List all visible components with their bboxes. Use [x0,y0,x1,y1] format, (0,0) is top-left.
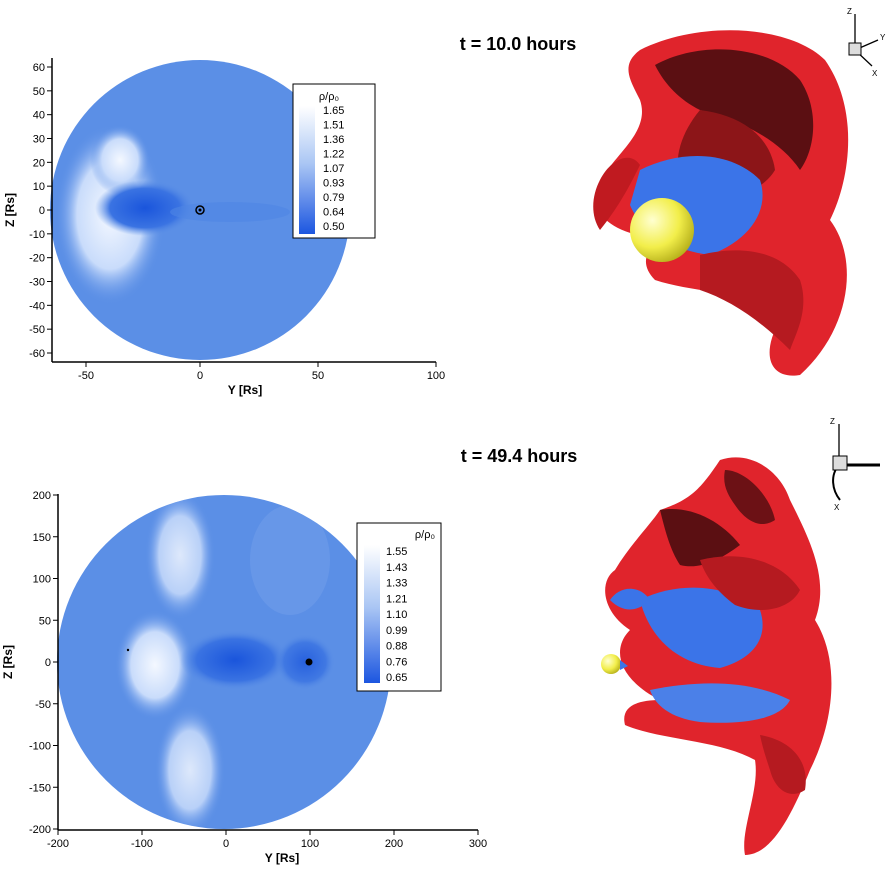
y-axis-label: Z [Rs] [3,193,17,227]
svg-text:Z: Z [830,417,835,426]
x-tick-label: 0 [197,370,203,382]
x-tick-label: 100 [427,370,445,382]
colorbar [299,106,315,234]
density-plot-bottom: 200 150 100 50 0 -50 -100 -150 -200 -200 -100 0 100… [1,490,487,865]
y-tick-label: -30 [29,277,45,289]
sun-sphere [601,654,621,674]
isosurface-render-bottom [601,457,832,855]
legend-level-label: 0.64 [323,207,344,219]
y-tick-label: 0 [45,657,51,669]
y-tick-label: 60 [33,62,45,74]
sun-marker [195,205,205,215]
y-tick-label: 10 [33,181,45,193]
time-label-bottom: t = 49.4 hours [461,446,578,466]
isosurface-render-top [593,30,849,376]
colorbar [364,545,380,683]
y-tick-label: -150 [29,782,51,794]
sun-marker [305,658,313,666]
low-density-region [180,630,290,690]
legend-level-label: 1.10 [386,609,407,621]
legend-level-label: 1.43 [386,562,407,574]
y-tick-label: -200 [29,824,51,836]
x-tick-label: 50 [312,370,324,382]
x-tick-label: 100 [301,838,319,850]
svg-text:Y: Y [880,33,886,42]
high-density-region [115,610,195,720]
svg-text:X: X [872,69,878,78]
y-tick-label: 40 [33,110,45,122]
legend-level-label: 0.93 [323,178,344,190]
legend-level-label: 0.76 [386,656,407,668]
legend-level-label: 1.55 [386,546,407,558]
legend-level-label: 0.88 [386,641,407,653]
time-label-top: t = 10.0 hours [460,34,577,54]
y-tick-label: -60 [29,348,45,360]
x-tick-label: -200 [47,838,69,850]
legend-level-label: 1.33 [386,578,407,590]
y-tick-label: 50 [39,615,51,627]
y-tick-label: -40 [29,300,45,312]
x-ticks: -200 -100 0 100 200 300 [47,830,487,850]
legend-level-label: 1.36 [323,134,344,146]
legend-level-label: 0.79 [323,192,344,204]
legend-level-label: 1.21 [386,593,407,605]
y-tick-label: 0 [39,205,45,217]
y-tick-label: 100 [33,574,51,586]
y-tick-label: 200 [33,490,51,502]
axis-triad-bottom: Z X [830,417,880,512]
sun-sphere [630,198,694,262]
blue-isosurface [640,587,763,668]
legend-level-label: 1.51 [323,120,344,132]
y-tick-label: -100 [29,741,51,753]
legend-level-label: 0.65 [386,672,407,684]
x-tick-label: 200 [385,838,403,850]
y-tick-label: -10 [29,229,45,241]
x-axis-label: Y [Rs] [228,383,262,397]
y-ticks: 60 50 40 30 20 10 0 -10 -20 -30 -40 -50 -60 [29,62,52,360]
y-tick-label: 150 [33,532,51,544]
svg-text:X: X [834,503,840,512]
legend-level-label: 0.50 [323,221,344,233]
x-tick-label: -50 [78,370,94,382]
y-axis-label: Z [Rs] [1,645,15,679]
y-tick-label: 30 [33,134,45,146]
legend-level-label: 1.65 [323,105,344,117]
legend-level-label: 1.22 [323,149,344,161]
legend-title: ρ/ρ₀ [415,529,435,541]
legend-title: ρ/ρ₀ [319,91,339,103]
colorbar-legend: ρ/ρ₀ 1.55 1.43 1.33 1.21 1.10 0.99 0.88 0.76 0.6… [356,522,442,692]
x-tick-label: 0 [223,838,229,850]
x-axis-label: Y [Rs] [265,851,299,865]
svg-text:Z: Z [847,7,852,16]
y-tick-label: -20 [29,253,45,265]
x-tick-label: -100 [131,838,153,850]
x-tick-label: 300 [469,838,487,850]
x-ticks: -50 0 50 100 [78,362,445,382]
legend-level-label: 1.07 [323,163,344,175]
y-tick-label: -50 [35,699,51,711]
y-ticks: 200 150 100 50 0 -50 -100 -150 -200 [29,490,58,836]
y-tick-label: -50 [29,324,45,336]
y-tick-label: 50 [33,86,45,98]
low-density-region [95,180,195,236]
legend-level-label: 0.99 [386,625,407,637]
colorbar-legend: ρ/ρ₀ 1.65 1.51 1.36 1.22 1.07 0.93 0.79 0.64 0.5… [292,83,376,239]
y-tick-label: 20 [33,157,45,169]
axis-triad-top: Z Y X [847,7,886,78]
